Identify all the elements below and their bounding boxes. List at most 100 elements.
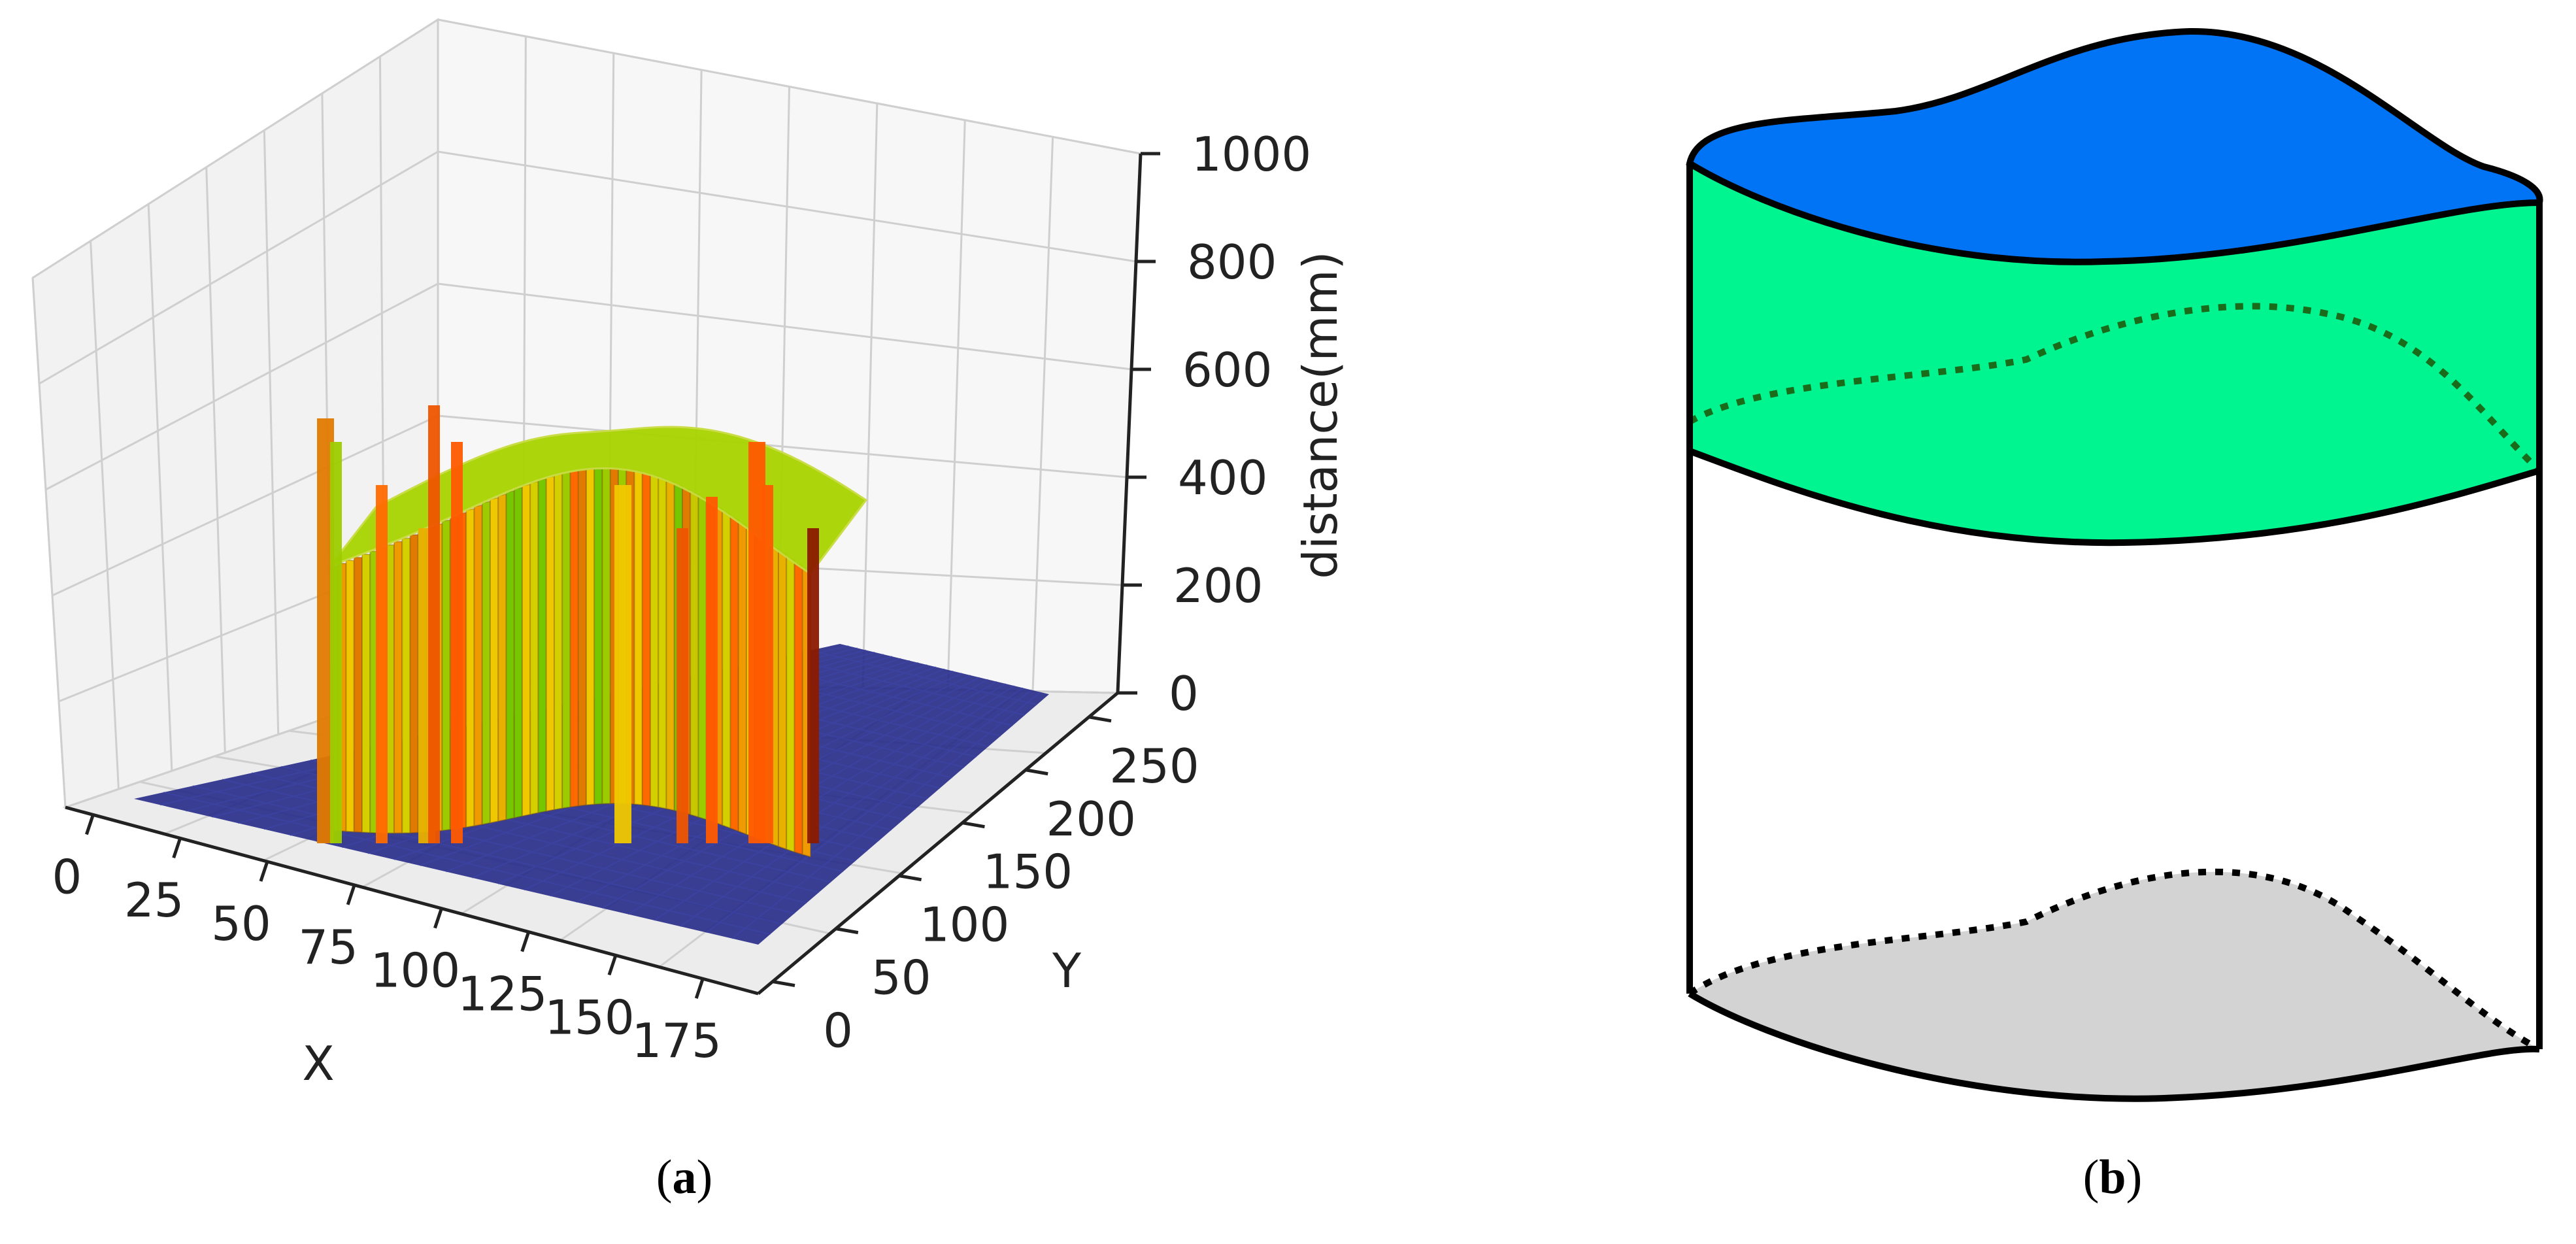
dotted-upper-level — [1688, 303, 2542, 473]
surface-wall-segment — [601, 467, 611, 805]
y-tick-mark — [1025, 768, 1048, 776]
x-tick-label: 25 — [124, 873, 184, 928]
panel-b-cylinder-diagram: (b) — [1686, 27, 2543, 1204]
surface-wall-segment — [729, 515, 739, 832]
grid-line — [31, 277, 67, 808]
z-axis-ticks: 0 200 400 600 800 1000 — [1118, 127, 1311, 721]
surface-wall-segment — [545, 475, 555, 813]
grid-line — [45, 282, 439, 491]
surface-wall-segment — [569, 469, 579, 808]
x-tick-mark — [259, 861, 269, 882]
surface-wall-segment — [641, 472, 651, 807]
surface-top — [327, 426, 868, 575]
surface-wall-segment — [658, 477, 667, 810]
surface-wall-segment — [409, 533, 419, 834]
surface-wall-segment — [353, 556, 363, 833]
y-tick-label: 250 — [1109, 739, 1199, 794]
surface-wall-segment — [665, 480, 675, 812]
z-tick-label: 200 — [1173, 558, 1263, 613]
grid-line — [861, 103, 878, 688]
surface-spike — [451, 442, 463, 843]
grid-line — [32, 18, 439, 279]
z-tick-label: 0 — [1169, 666, 1199, 721]
surface-wall-segment — [505, 490, 515, 820]
grid-line — [946, 120, 966, 690]
surface-wall-segment — [594, 467, 603, 805]
surface-wall-segment — [481, 500, 491, 826]
x-tick-label: 0 — [52, 849, 82, 904]
surface-wall-segment — [786, 556, 795, 853]
grid-line — [90, 241, 120, 790]
z-tick-label: 1000 — [1192, 127, 1311, 182]
surface-wall-segment — [401, 537, 411, 834]
panel-b-caption: (b) — [2083, 1151, 2142, 1204]
bottom-surface — [1690, 871, 2539, 1099]
surface-spike — [807, 528, 819, 843]
top-surface — [1686, 27, 2543, 265]
surface-wall-segment — [794, 562, 803, 856]
x-tick-label: 150 — [544, 990, 634, 1045]
surface-wall-segment — [441, 519, 451, 832]
x-tick-mark — [172, 837, 182, 859]
surface-wall-segment — [722, 510, 731, 830]
x-tick-mark — [346, 884, 356, 905]
z-axis-line — [1116, 153, 1143, 694]
surface-wall-segment — [497, 493, 507, 822]
x-axis-label: X — [302, 1036, 334, 1091]
surface-wall-segment — [650, 474, 660, 808]
grid-line — [39, 150, 439, 385]
surface-wall-segment — [345, 559, 355, 833]
surface-wall-segment — [554, 473, 563, 811]
y-tick-label: 50 — [871, 950, 931, 1005]
surface-wall-segment — [778, 550, 788, 850]
surface-wall-segment — [577, 468, 587, 807]
grid-line — [205, 167, 226, 753]
upper-band — [1690, 163, 2539, 543]
z-tick-label: 800 — [1187, 235, 1277, 290]
y-tick-mark — [899, 874, 922, 882]
surface-wall-segment — [633, 470, 643, 806]
x-tick-mark — [694, 978, 705, 999]
x-axis-line — [65, 805, 759, 996]
surface-wall-segment — [522, 483, 531, 817]
surface-plateau — [327, 426, 868, 575]
surface-wall-segment — [529, 480, 539, 816]
surface-spike — [677, 528, 688, 843]
surface-spike — [706, 497, 718, 843]
surface-spike — [761, 485, 773, 843]
z-tick-label: 600 — [1182, 343, 1272, 397]
dotted-lower-level — [1688, 868, 2541, 1052]
panel-a-caption: (a) — [656, 1151, 712, 1204]
surface-spike — [428, 405, 440, 843]
grid-line — [147, 204, 173, 771]
surface-wall-segment — [586, 467, 595, 806]
surface-wall-segment — [561, 471, 571, 809]
surface-wall-segment — [537, 477, 547, 814]
z-tick-label: 400 — [1178, 450, 1267, 505]
surface-spike — [330, 442, 342, 843]
surface-spike — [614, 485, 631, 843]
surface-wall-segment — [473, 504, 483, 827]
grid-line — [52, 414, 439, 597]
y-tick-mark — [962, 821, 985, 829]
z-axis-label: distance(mm) — [1293, 251, 1348, 579]
surface-spikes — [317, 405, 819, 843]
surface-wall-segment — [393, 541, 403, 834]
y-tick-label: 200 — [1046, 792, 1135, 847]
x-tick-label: 50 — [211, 896, 271, 951]
y-tick-mark — [1088, 715, 1112, 723]
surface-wall-segment — [737, 521, 747, 835]
bottom-front-edge — [1688, 990, 2540, 1102]
surface-wall-segment — [465, 508, 475, 828]
x-tick-label: 175 — [631, 1013, 721, 1068]
x-tick-label: 100 — [371, 943, 460, 998]
y-tick-label: 100 — [920, 898, 1009, 952]
x-tick-label: 75 — [298, 920, 358, 975]
band-bottom-edge — [1688, 448, 2541, 546]
grid-line — [263, 130, 280, 735]
surface-wall-segment — [513, 486, 523, 819]
